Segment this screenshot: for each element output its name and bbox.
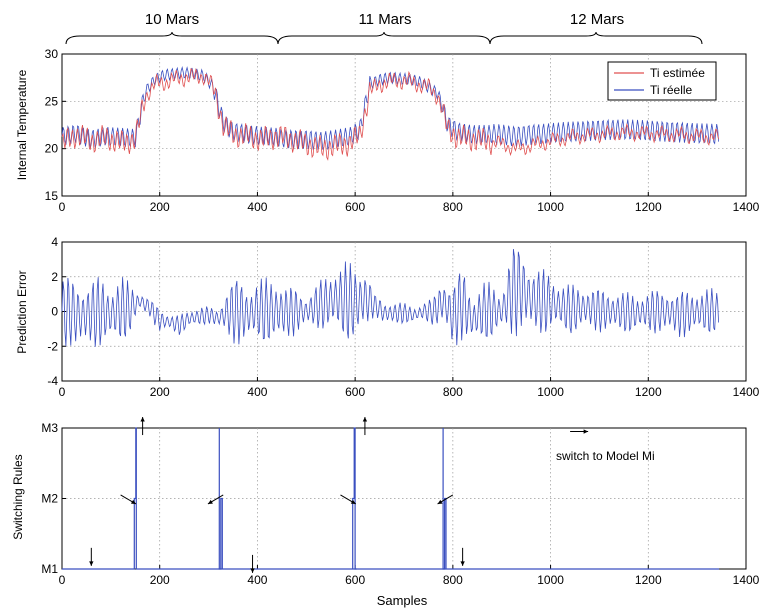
day-braces [65,31,703,45]
series-ti-reelle [61,65,719,151]
switching-step-3 [442,428,447,570]
error-ytick-label: -4 [47,374,58,388]
annotation-arrow [250,554,255,573]
temperature-ytick-label: 15 [45,189,59,203]
day-brace-3 [489,31,703,45]
error-xtick-label: 400 [247,385,267,399]
annotation-arrow [89,547,94,566]
arrow-head [140,417,145,422]
x-axis-label: Samples [377,593,428,608]
day-brace-2 [277,31,491,45]
switching-xtick-label: 1400 [733,573,760,587]
temperature-xtick-label: 1200 [635,200,662,214]
annotation-arrow [460,547,465,566]
switching-xtick-label: 600 [345,573,365,587]
error-xtick-label: 0 [59,385,66,399]
temperature-ytick-label: 30 [45,47,59,61]
temperature-xtick-label: 200 [150,200,170,214]
arrow-head [460,561,465,566]
day-label-1: 10 Mars [145,11,199,28]
arrow-head [207,499,213,504]
temperature-ylabel: Internal Temperature [15,69,29,180]
switching-step-0 [62,427,720,570]
switching-xtick-label: 0 [59,573,66,587]
annotation-arrow [437,494,454,505]
error-xtick-label: 800 [443,385,463,399]
day-label-3: 12 Mars [570,11,624,28]
error-xtick-label: 1000 [537,385,564,399]
error-xtick-label: 1200 [635,385,662,399]
legend-box [607,61,717,101]
day-brace-1 [65,31,279,45]
day-label-2: 11 Mars [358,11,411,28]
arrow-head [130,499,136,504]
annotation-arrow [570,429,589,434]
error-xtick-label: 600 [345,385,365,399]
annotation-arrow [120,494,137,505]
temperature-xtick-label: 600 [345,200,365,214]
arrow-head [250,568,255,573]
arrow-head [89,561,94,566]
annotation-arrow [362,417,368,436]
temperature-ytick-label: 25 [45,94,59,108]
arrow-head [437,499,443,504]
switch-annotation: switch to Model Mi [556,449,655,463]
annotation-arrow [207,494,224,505]
switching-xtick-label: 800 [443,573,463,587]
temperature-xtick-label: 800 [443,200,463,214]
annotation-arrow [140,417,145,436]
error-xtick-label: 1400 [733,385,760,399]
switching-xtick-label: 1000 [537,573,564,587]
prediction-error-panel: 0 200 400 600 800 1000 1200 1400 -4 -2 0 2 4 [47,235,759,399]
switching-ytick-label: M3 [41,421,58,435]
switching-xtick-label: 200 [150,573,170,587]
annotation-arrow [340,494,357,505]
switching-plot-frame [61,427,747,570]
error-ytick-label: 0 [51,305,58,319]
temperature-xtick-label: 0 [59,200,66,214]
error-ytick-label: 4 [51,235,58,249]
switching-step-1 [218,428,223,570]
arrow-head [350,499,356,504]
error-ytick-label: 2 [51,270,58,284]
error-xtick-label: 200 [150,385,170,399]
switching-ytick-label: M1 [41,562,58,576]
legend-real-label: Ti réelle [650,83,693,97]
switching-ylabel: Switching Rules [11,454,25,539]
temperature-xtick-label: 1000 [537,200,564,214]
error-ylabel: Prediction Error [15,270,29,353]
switching-xtick-label: 400 [247,573,267,587]
arrow-head [583,429,589,434]
switching-ytick-label: M2 [41,492,58,506]
series-prediction-error [61,248,719,347]
switching-step-2 [352,427,357,570]
arrow-head [362,417,368,422]
temperature-xtick-label: 400 [247,200,267,214]
temperature-xtick-label: 1400 [733,200,760,214]
error-ytick-label: -2 [47,339,58,353]
switching-xtick-label: 1200 [635,573,662,587]
legend-estimated-label: Ti estimée [650,66,705,80]
temperature-ytick-label: 20 [45,142,59,156]
legend: Ti estimée Ti réelle [607,61,717,101]
switching-rules-panel: 0 200 400 600 800 1000 1200 1400 M1 M2 M3 [41,417,760,587]
series-ti-estimee [61,67,719,161]
